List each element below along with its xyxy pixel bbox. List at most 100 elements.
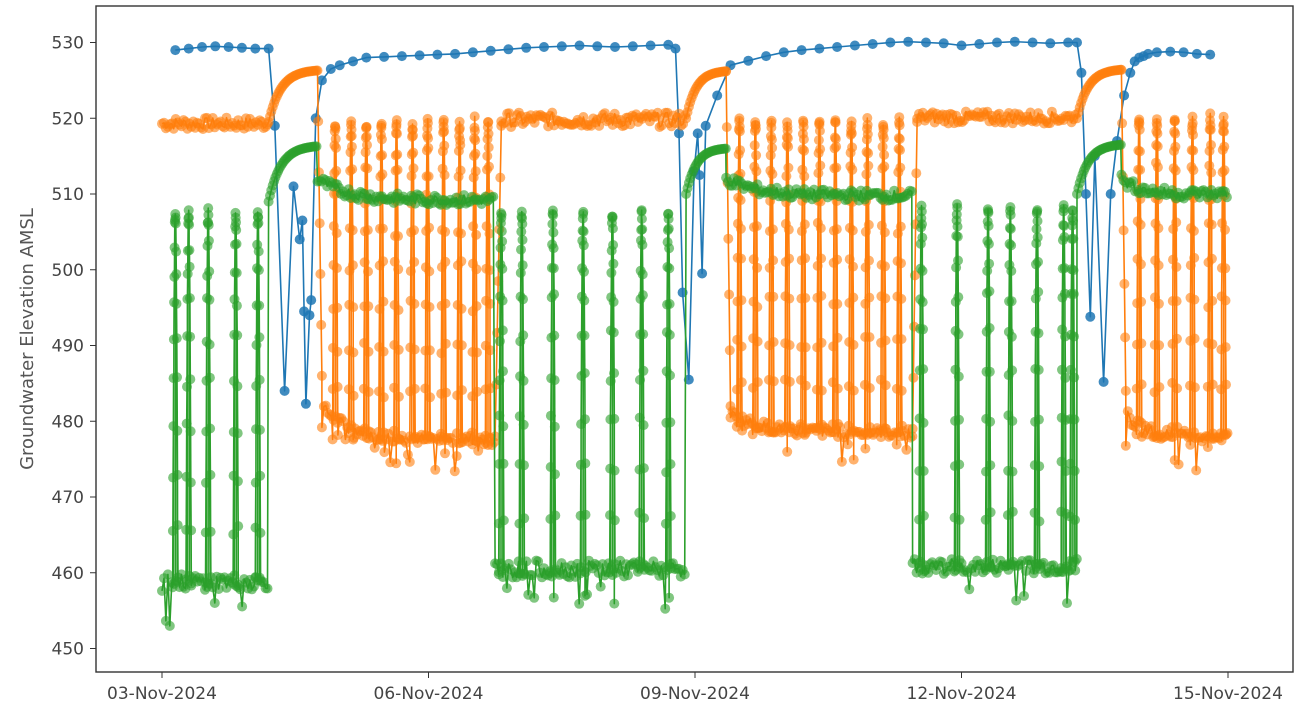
data-point [1085, 311, 1096, 322]
data-point [469, 111, 480, 122]
data-point [1098, 376, 1109, 387]
data-point [451, 451, 462, 462]
data-point [700, 120, 711, 131]
data-point [637, 290, 648, 301]
data-point [863, 148, 874, 159]
data-point [1188, 145, 1199, 156]
data-point [548, 243, 559, 254]
data-point [1056, 456, 1067, 467]
data-point [765, 150, 776, 161]
data-point [1218, 119, 1229, 129]
data-point [798, 121, 809, 132]
data-point [406, 171, 417, 181]
data-point [863, 160, 874, 171]
data-point [484, 161, 494, 172]
data-point [1170, 141, 1181, 152]
data-point [831, 224, 842, 235]
data-point [1117, 118, 1128, 129]
data-point [735, 195, 746, 206]
data-point [363, 301, 374, 312]
data-point [361, 131, 372, 142]
data-point [485, 298, 495, 309]
data-point [918, 510, 929, 521]
data-point [1206, 253, 1217, 264]
data-point [1205, 108, 1216, 119]
data-point [736, 295, 747, 306]
data-point [172, 425, 183, 436]
data-point [254, 332, 265, 343]
data-point [985, 507, 996, 518]
data-point [332, 381, 343, 392]
data-point [984, 366, 995, 377]
data-point [911, 168, 922, 179]
data-point [665, 459, 676, 470]
data-point [983, 207, 994, 218]
data-point [376, 134, 387, 145]
data-point [894, 112, 905, 123]
data-point [1135, 259, 1146, 270]
data-point [468, 221, 479, 232]
series-2 [157, 64, 1233, 477]
data-point [665, 511, 676, 521]
data-point [518, 375, 529, 386]
data-point [964, 584, 975, 595]
data-point [579, 330, 590, 341]
data-point [1188, 129, 1198, 140]
data-point [423, 171, 434, 182]
data-point [498, 458, 509, 469]
data-point [1069, 465, 1080, 476]
data-point [378, 296, 389, 307]
data-point [470, 135, 481, 146]
data-point [842, 439, 853, 450]
data-point [896, 293, 907, 304]
data-point [456, 340, 467, 351]
data-point [1189, 294, 1200, 305]
data-point [391, 458, 402, 469]
data-point [832, 383, 843, 394]
data-point [164, 620, 175, 631]
data-point [311, 141, 322, 152]
data-point [497, 236, 508, 247]
series-3 [157, 139, 1232, 631]
data-point [237, 601, 248, 612]
data-point [743, 55, 754, 66]
data-point [449, 466, 460, 477]
data-point [1033, 286, 1044, 297]
data-point [548, 263, 559, 274]
data-point [1128, 176, 1139, 187]
data-point [517, 218, 528, 229]
data-point [889, 185, 900, 196]
data-point [1189, 333, 1200, 344]
data-point [1060, 466, 1071, 477]
data-point [661, 467, 672, 478]
data-point [205, 423, 216, 434]
data-point [235, 584, 246, 595]
data-point [734, 113, 745, 124]
data-point [1219, 126, 1229, 137]
data-point [315, 269, 326, 279]
data-point [1115, 139, 1126, 150]
data-point [1025, 107, 1036, 118]
data-point [828, 341, 839, 352]
data-point [488, 191, 499, 202]
data-point [751, 221, 762, 232]
data-point [204, 266, 215, 277]
data-point [609, 368, 620, 379]
data-point [232, 381, 243, 392]
data-point [1069, 414, 1080, 425]
data-point [878, 133, 889, 144]
data-point [504, 108, 515, 119]
data-point [783, 224, 794, 235]
data-point [1151, 47, 1162, 58]
data-point [1034, 461, 1045, 472]
data-point [1068, 215, 1078, 226]
data-point [157, 585, 167, 596]
data-point [545, 410, 556, 421]
data-point [916, 206, 927, 217]
data-point [438, 114, 449, 125]
data-point [712, 90, 723, 101]
data-point [498, 515, 509, 526]
data-point [549, 330, 560, 341]
data-point [663, 223, 674, 234]
data-point [796, 45, 807, 56]
